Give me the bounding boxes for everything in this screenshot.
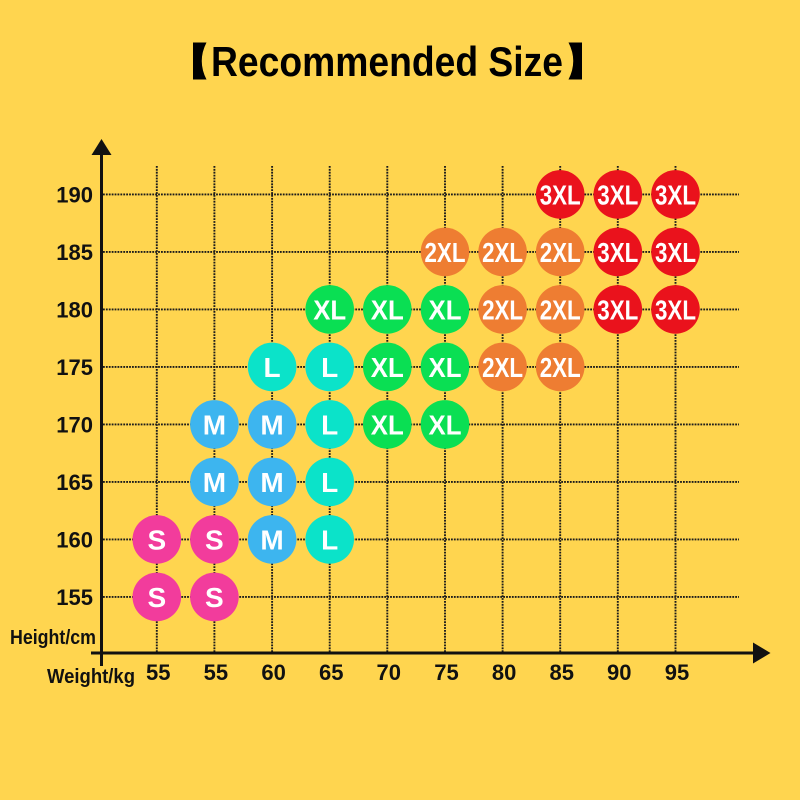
svg-text:3XL: 3XL: [597, 179, 638, 210]
svg-text:L: L: [321, 524, 338, 555]
svg-text:M: M: [260, 409, 283, 440]
svg-text:XL: XL: [371, 352, 404, 383]
svg-text:2XL: 2XL: [482, 237, 523, 268]
svg-text:XL: XL: [313, 294, 346, 325]
svg-text:L: L: [321, 352, 338, 383]
svg-text:180: 180: [56, 297, 93, 322]
svg-text:185: 185: [56, 240, 93, 265]
svg-text:65: 65: [319, 660, 343, 685]
svg-text:190: 190: [56, 182, 93, 207]
svg-text:Height/cm: Height/cm: [10, 627, 96, 649]
svg-text:XL: XL: [371, 409, 404, 440]
svg-text:60: 60: [261, 660, 285, 685]
svg-text:2XL: 2XL: [540, 294, 581, 325]
svg-text:90: 90: [607, 660, 631, 685]
svg-text:3XL: 3XL: [655, 179, 696, 210]
svg-text:M: M: [260, 467, 283, 498]
svg-text:2XL: 2XL: [540, 352, 581, 383]
svg-text:95: 95: [665, 660, 689, 685]
svg-text:2XL: 2XL: [482, 294, 523, 325]
svg-text:75: 75: [434, 660, 458, 685]
svg-text:2XL: 2XL: [482, 352, 523, 383]
svg-text:S: S: [205, 524, 224, 555]
svg-text:85: 85: [549, 660, 573, 685]
svg-text:S: S: [147, 582, 166, 613]
svg-text:80: 80: [492, 660, 516, 685]
svg-text:3XL: 3XL: [540, 179, 581, 210]
svg-text:2XL: 2XL: [540, 237, 581, 268]
svg-text:M: M: [203, 409, 226, 440]
svg-text:XL: XL: [429, 352, 462, 383]
svg-text:155: 155: [56, 585, 93, 610]
svg-text:70: 70: [377, 660, 401, 685]
svg-text:3XL: 3XL: [655, 237, 696, 268]
svg-text:175: 175: [56, 355, 93, 380]
svg-text:3XL: 3XL: [597, 237, 638, 268]
svg-text:2XL: 2XL: [425, 237, 466, 268]
svg-text:XL: XL: [429, 294, 462, 325]
svg-text:S: S: [147, 524, 166, 555]
svg-text:M: M: [203, 467, 226, 498]
svg-text:M: M: [260, 524, 283, 555]
svg-text:165: 165: [56, 470, 93, 495]
svg-text:S: S: [205, 582, 224, 613]
svg-text:170: 170: [56, 412, 93, 437]
svg-text:Recommended Size: Recommended Size: [211, 38, 563, 85]
svg-text:L: L: [264, 352, 281, 383]
svg-text:3XL: 3XL: [655, 294, 696, 325]
svg-text:L: L: [321, 467, 338, 498]
svg-text:3XL: 3XL: [597, 294, 638, 325]
svg-text:XL: XL: [371, 294, 404, 325]
svg-text:55: 55: [204, 660, 228, 685]
svg-text:XL: XL: [429, 409, 462, 440]
svg-text:Weight/kg: Weight/kg: [47, 666, 135, 688]
svg-text:55: 55: [146, 660, 170, 685]
svg-text:L: L: [321, 409, 338, 440]
svg-text:160: 160: [56, 527, 93, 552]
